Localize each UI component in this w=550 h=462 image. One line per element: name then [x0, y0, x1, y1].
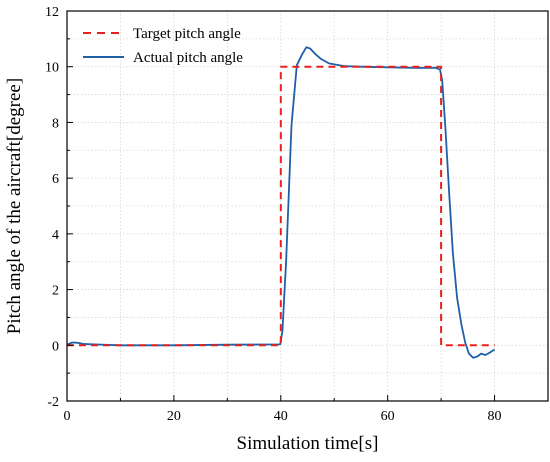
y-tick-label: 6: [52, 172, 59, 187]
series-lines: [66, 46, 496, 359]
axis-ticks: 0 20 40 60 80 -2 0 2 4 6 8 10 12: [45, 5, 502, 424]
y-axis-title: Pitch angle of the aircraft[degree]: [4, 78, 25, 334]
y-tick-label: 4: [52, 228, 59, 243]
y-tick-label: 12: [45, 5, 59, 20]
y-tick-label: 2: [52, 284, 59, 299]
y-tick-label: -2: [47, 395, 59, 410]
x-tick-label: 80: [488, 409, 502, 424]
x-tick-label: 0: [64, 409, 71, 424]
legend-label-target: Target pitch angle: [133, 26, 241, 42]
x-axis-title: Simulation time[s]: [237, 433, 379, 454]
x-tick-label: 40: [274, 409, 288, 424]
x-tick-label: 60: [381, 409, 395, 424]
y-tick-label: 0: [52, 339, 59, 354]
legend-label-actual: Actual pitch angle: [133, 50, 243, 66]
legend: Target pitch angle Actual pitch angle: [83, 26, 243, 66]
series-target-pitch-line: [67, 65, 495, 347]
y-tick-label: 10: [45, 61, 59, 76]
y-tick-label: 8: [52, 116, 59, 131]
x-tick-label: 20: [167, 409, 181, 424]
